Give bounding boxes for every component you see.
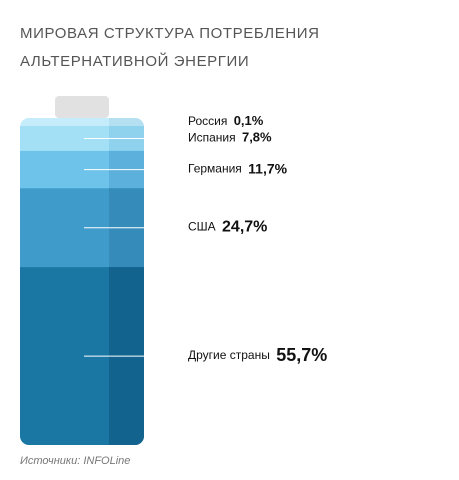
segment-shade-0 [109,118,144,127]
segment-0 [20,118,144,127]
segment-value-0: 0,1% [234,113,264,128]
segment-value-2: 11,7% [248,160,287,176]
segment-label-3: США 24,7% [188,219,267,236]
chart-title-line-1: МИРОВАЯ СТРУКТУРА ПОТРЕБЛЕНИЯ [20,25,320,42]
segment-name-2: Германия [188,162,245,176]
segment-value-4: 55,7% [276,345,327,365]
segment-label-0: Россия 0,1% [188,113,264,128]
battery-cap [55,96,109,118]
segment-name-4: Другие страны [188,348,273,362]
chart-title-line-2: АЛЬТЕРНАТИВНОЙ ЭНЕРГИИ [20,53,250,70]
chart-title: МИРОВАЯ СТРУКТУРА ПОТРЕБЛЕНИЯ АЛЬТЕРНАТИ… [20,20,440,76]
battery-body [20,118,144,445]
segment-value-3: 24,7% [222,219,267,236]
segment-label-1: Испания 7,8% [188,130,272,145]
segment-name-1: Испания [188,131,239,145]
segment-name-3: США [188,220,219,234]
segment-label-4: Другие страны 55,7% [188,345,327,365]
segment-value-1: 7,8% [242,130,272,145]
segment-labels: Россия 0,1% Испания 7,8% Германия 11,7% США… [188,113,327,364]
leader-lines [84,137,176,357]
segment-label-2: Германия 11,7% [188,160,288,176]
segment-name-0: Россия [188,114,231,128]
source-note: Источники: INFOLine [20,455,131,467]
